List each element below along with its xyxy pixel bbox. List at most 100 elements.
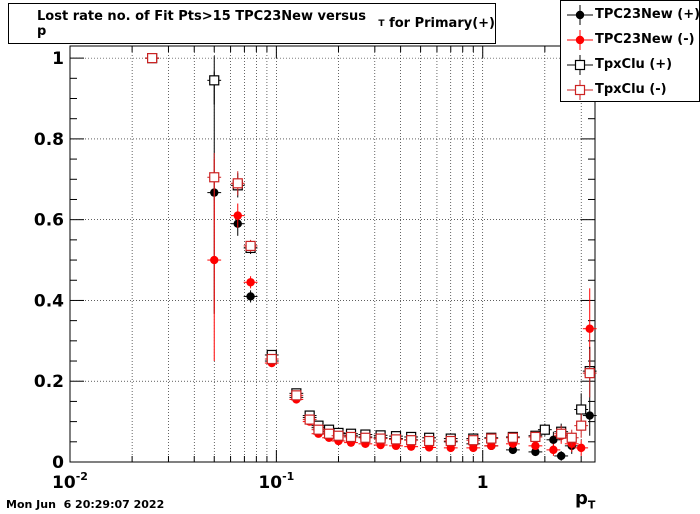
- data-point: [243, 290, 258, 303]
- point-marker: [531, 447, 540, 457]
- point-marker: [585, 324, 594, 333]
- series-3: [145, 53, 597, 447]
- legend-symbol: [574, 84, 586, 96]
- data-point: [505, 432, 520, 443]
- y-tick-label: 0.8: [34, 130, 64, 150]
- data-point: [564, 429, 579, 446]
- legend-entry-0: TPC23New (+): [561, 3, 700, 27]
- legend-marker-0: [567, 5, 593, 25]
- data-marks: [145, 53, 597, 461]
- data-point: [145, 53, 160, 64]
- point-marker: [468, 435, 479, 446]
- point-marker: [508, 445, 518, 455]
- point-marker: [469, 443, 478, 453]
- x-tick-label: 1: [477, 473, 489, 493]
- data-point: [528, 441, 543, 451]
- legend-label-2: TpxClu (+): [595, 57, 673, 72]
- data-point: [537, 423, 552, 436]
- y-tick-label: 0: [52, 453, 64, 473]
- y-tick-label: 0.6: [34, 211, 64, 231]
- legend-symbol: [574, 59, 586, 71]
- y-tick-label: 0.2: [34, 372, 64, 392]
- y-tick-label: 1: [52, 49, 64, 69]
- point-marker: [487, 441, 496, 451]
- legend-entry-2: TpxClu (+): [561, 53, 699, 77]
- point-marker: [549, 445, 558, 455]
- data-point: [443, 435, 458, 447]
- data-point: [404, 435, 419, 446]
- data-point: [546, 443, 561, 456]
- x-axis-label-sub: T: [587, 498, 596, 512]
- chart-title-sub: T: [378, 18, 385, 29]
- point-marker: [576, 443, 586, 453]
- data-point: [207, 56, 222, 105]
- point-marker: [406, 435, 417, 446]
- legend-marker-3: [567, 80, 593, 100]
- data-point: [582, 395, 597, 436]
- data-point: [528, 431, 543, 443]
- chart-title: Lost rate no. of Fit Pts>15 TPC23New ver…: [8, 3, 496, 44]
- point-marker: [245, 240, 256, 252]
- data-point: [344, 431, 358, 443]
- data-point: [582, 348, 597, 398]
- point-marker: [232, 178, 243, 189]
- y-tick-label: 0.4: [34, 291, 64, 311]
- point-marker: [584, 368, 595, 379]
- point-marker: [556, 451, 566, 461]
- x-tick-label: 10-2: [52, 470, 88, 493]
- data-point: [289, 390, 304, 401]
- data-point: [243, 276, 258, 289]
- data-point: [358, 432, 373, 443]
- point-marker: [585, 411, 594, 420]
- point-marker: [304, 414, 315, 425]
- point-marker: [507, 432, 518, 443]
- data-point: [484, 441, 499, 451]
- legend: TPC23New (+) TPC23New (-) TpxClu (+) Tpx…: [560, 0, 700, 102]
- data-point: [373, 433, 388, 444]
- data-point: [466, 443, 481, 453]
- point-marker: [233, 211, 242, 220]
- x-axis-label-main: p: [575, 488, 588, 509]
- point-marker: [539, 424, 550, 435]
- chart-title-main: Lost rate no. of Fit Pts>15 TPC23New ver…: [37, 8, 366, 39]
- chart-title-tail: for Primary(+): [384, 16, 495, 31]
- data-point: [331, 430, 346, 441]
- legend-label-0: TPC23New (+): [595, 7, 700, 22]
- data-point: [484, 433, 499, 444]
- legend-label-1: TPC23New (-): [595, 32, 695, 47]
- legend-symbol: [575, 35, 585, 45]
- point-marker: [424, 435, 435, 447]
- data-point: [554, 425, 569, 442]
- point-marker: [390, 434, 402, 445]
- point-marker: [147, 53, 158, 64]
- point-marker: [291, 390, 302, 401]
- plot-frame: [69, 45, 596, 463]
- legend-entry-3: TpxClu (-): [561, 78, 699, 102]
- legend-marker-2: [567, 55, 593, 75]
- point-marker: [531, 441, 540, 451]
- point-marker: [246, 278, 255, 287]
- point-marker: [345, 431, 357, 443]
- point-marker: [333, 430, 344, 441]
- point-marker: [210, 255, 219, 265]
- point-marker: [486, 433, 497, 444]
- data-point: [554, 451, 569, 461]
- data-point: [230, 171, 245, 196]
- point-marker: [360, 432, 371, 443]
- legend-label-3: TpxClu (-): [595, 82, 667, 97]
- x-tick-label: 10-1: [258, 470, 294, 493]
- timestamp: Mon Jun 6 20:29:07 2022: [6, 498, 165, 511]
- legend-entry-1: TPC23New (-): [561, 28, 699, 52]
- point-marker: [549, 435, 558, 444]
- point-marker: [209, 75, 220, 86]
- data-point: [207, 153, 222, 202]
- point-marker: [323, 428, 335, 439]
- legend-marker-1: [567, 30, 593, 50]
- point-marker: [556, 428, 567, 439]
- point-marker: [576, 420, 587, 431]
- point-marker: [313, 424, 324, 435]
- point-marker: [445, 435, 456, 447]
- point-marker: [246, 292, 255, 301]
- series-2: [145, 53, 597, 444]
